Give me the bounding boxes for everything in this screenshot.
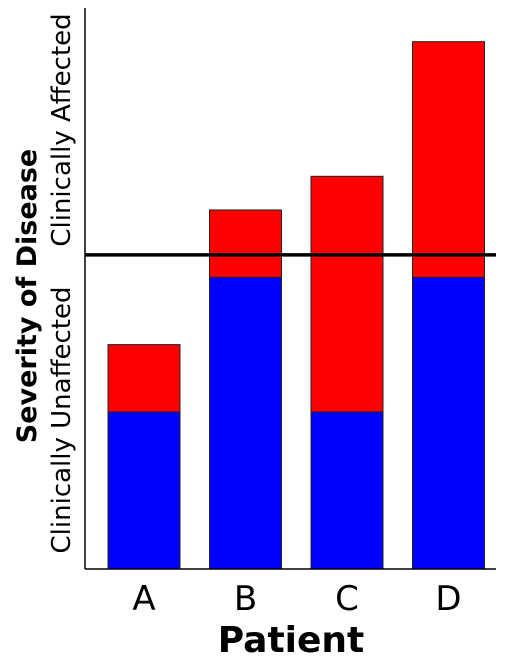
x-tick-labels: A B C D [132, 579, 461, 619]
x-tick-label-c: C [335, 579, 359, 619]
bar-b-segment-2 [209, 209, 282, 278]
bars-group [107, 41, 485, 570]
bar-a-segment-2 [107, 344, 181, 413]
bar-d-segment-2 [412, 41, 485, 278]
bar-c-segment-2 [310, 175, 384, 413]
bar-c-segment-1 [310, 411, 384, 570]
x-tick-label-a: A [132, 579, 155, 619]
x-tick-label-b: B [234, 579, 257, 619]
bar-a-segment-1 [107, 411, 181, 570]
y-axis-label-lower: Clinically Unaffected [47, 287, 77, 554]
y-axis-title: Severity of Disease [12, 149, 43, 444]
bar-d-segment-1 [412, 276, 485, 570]
y-axis-label-upper: Clinically Affected [47, 13, 77, 246]
x-tick-label-d: D [435, 579, 461, 619]
x-axis-title: Patient [218, 620, 365, 659]
bar-b-segment-1 [209, 276, 282, 570]
